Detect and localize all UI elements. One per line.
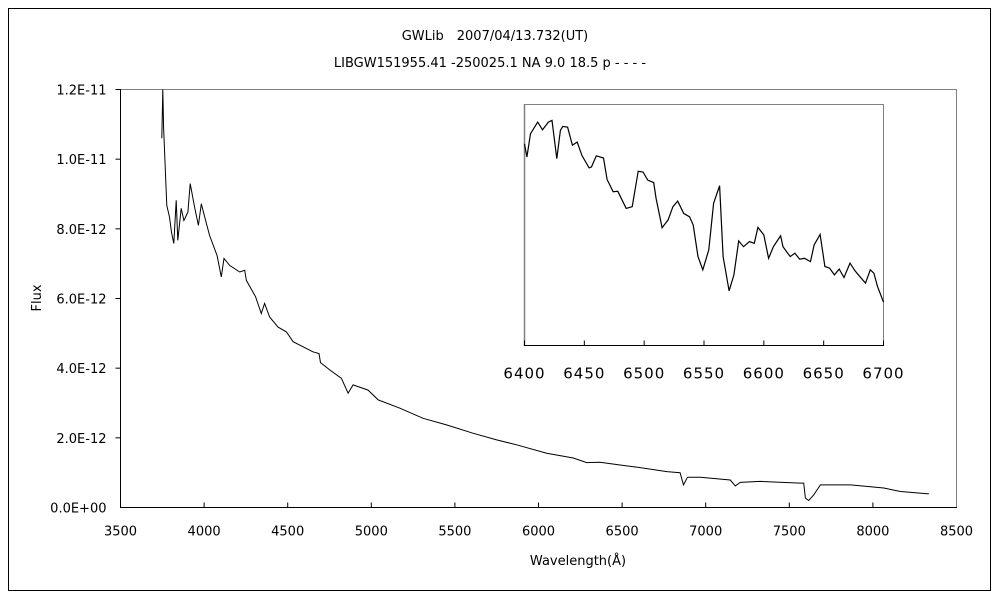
x-tick-label: 8500 [940, 525, 973, 540]
y-axis-label: Flux [30, 284, 45, 311]
x-tick-label: 4500 [271, 525, 304, 540]
chart-border [8, 8, 991, 591]
x-tick-label: 5000 [355, 525, 388, 540]
y-tick-label: 4.0E-12 [56, 362, 106, 377]
y-tick-label: 1.0E-11 [56, 153, 106, 168]
inset-spectrum-line [523, 119, 885, 303]
x-tick-label: 7500 [773, 525, 806, 540]
x-tick-label: 6500 [606, 525, 639, 540]
x-axis-label: Wavelength(Å) [530, 553, 626, 569]
y-tick-label: 8.0E-12 [56, 223, 106, 238]
spectrum-line [161, 89, 929, 502]
x-tick-label: 3500 [104, 525, 137, 540]
x-tick-label: 7000 [689, 525, 722, 540]
y-tick-label: 2.0E-12 [56, 432, 106, 447]
inset-x-tick-label: 6500 [623, 365, 665, 383]
y-tick-label: 0.0E+00 [50, 502, 106, 517]
chart-title: GWLib 2007/04/13.732(UT) [402, 29, 589, 44]
inset-x-tick-label: 6550 [683, 365, 725, 383]
inset-plot-area [524, 104, 884, 346]
inset-x-tick-label: 6650 [803, 365, 845, 383]
inset-x-tick-label: 6400 [503, 365, 545, 383]
inset-x-tick-label: 6600 [743, 365, 785, 383]
x-tick-label: 5500 [438, 525, 471, 540]
y-tick-label: 1.2E-11 [56, 84, 106, 99]
inset-x-tick-label: 6450 [563, 365, 605, 383]
x-tick-label: 4000 [188, 525, 221, 540]
chart-subtitle: LIBGW151955.41 -250025.1 NA 9.0 18.5 p -… [334, 56, 646, 71]
x-tick-label: 6000 [522, 525, 555, 540]
x-tick-label: 8000 [856, 525, 889, 540]
y-tick-label: 6.0E-12 [56, 293, 106, 308]
inset-x-tick-label: 6700 [862, 365, 904, 383]
